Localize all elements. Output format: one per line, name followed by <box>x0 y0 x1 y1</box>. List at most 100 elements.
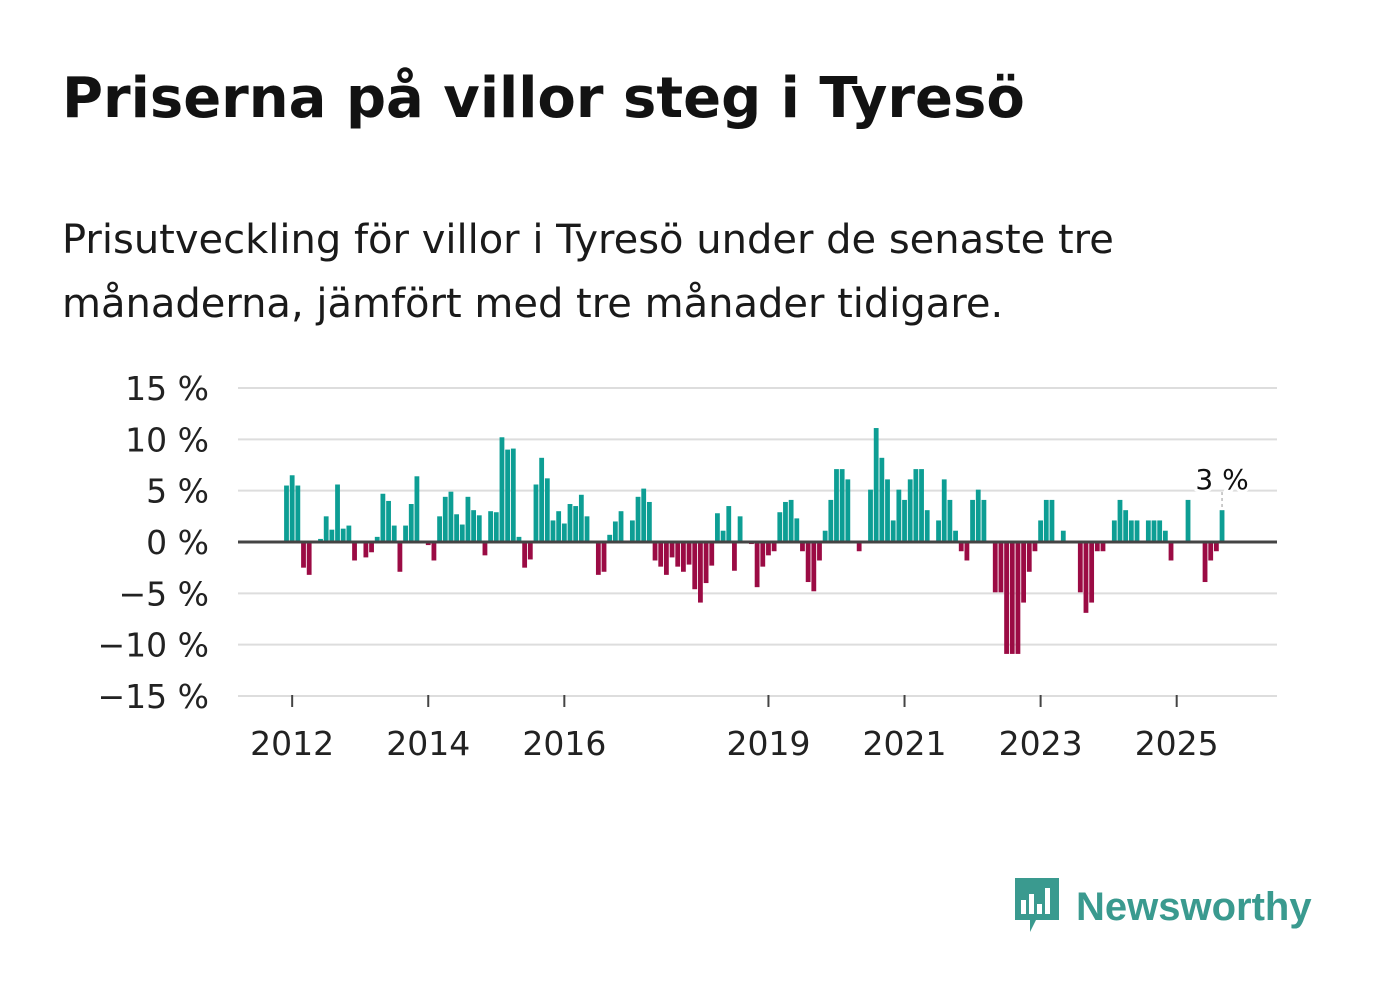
x-tick-label: 2016 <box>522 724 606 763</box>
bar <box>408 504 414 542</box>
bar <box>544 478 550 542</box>
bar <box>941 479 947 542</box>
bar <box>607 534 613 542</box>
bar <box>822 530 828 542</box>
bar <box>788 499 794 542</box>
bar <box>1145 520 1151 542</box>
bar <box>612 521 618 542</box>
bar <box>715 513 720 542</box>
bar <box>953 530 958 542</box>
page-subtitle: Prisutveckling för villor i Tyresö under… <box>62 217 1114 327</box>
bar <box>403 525 408 542</box>
bar <box>301 542 306 568</box>
bar <box>800 542 805 552</box>
bar <box>890 520 896 542</box>
x-tick-label: 2012 <box>250 724 334 763</box>
bar <box>1134 520 1140 542</box>
bar <box>924 510 930 542</box>
bar <box>454 514 459 542</box>
bar <box>805 542 811 583</box>
bar <box>834 469 839 542</box>
bar <box>663 542 669 575</box>
bar <box>1083 542 1089 613</box>
bar <box>329 529 335 542</box>
brand-name: Newsworthy <box>1076 884 1312 929</box>
bar <box>1162 530 1168 542</box>
bar <box>958 542 964 552</box>
bar <box>771 542 777 552</box>
bar <box>1213 542 1219 552</box>
bar <box>284 485 289 542</box>
bar <box>584 516 590 542</box>
bar <box>1026 542 1032 572</box>
bar <box>539 457 545 542</box>
bar <box>414 476 420 542</box>
bar <box>675 542 681 567</box>
bar <box>516 536 522 542</box>
bar <box>1009 542 1015 654</box>
bar <box>1117 499 1123 542</box>
page-title: Priserna på villor steg i Tyresö <box>62 66 1025 131</box>
bar <box>578 494 584 542</box>
bar <box>1100 542 1106 552</box>
bar <box>698 542 703 603</box>
bar <box>1219 510 1225 542</box>
bar <box>488 511 494 542</box>
x-tick-label: 2021 <box>863 724 947 763</box>
bar <box>527 542 533 560</box>
bar <box>902 499 907 542</box>
bar <box>306 542 312 575</box>
bar <box>868 489 873 542</box>
bar <box>669 542 675 558</box>
bar <box>794 518 800 542</box>
bar <box>1089 542 1095 603</box>
bar <box>646 501 652 542</box>
bar <box>397 542 403 572</box>
bar <box>907 479 913 542</box>
bar <box>442 496 448 542</box>
x-tick-label: 2023 <box>999 724 1083 763</box>
bar <box>522 542 528 568</box>
bar <box>1043 499 1049 542</box>
bar <box>811 542 817 592</box>
y-tick-label: 15 % <box>125 369 209 408</box>
bar <box>629 520 635 542</box>
bar <box>839 469 845 542</box>
bar <box>1157 520 1163 542</box>
x-tick-label: 2025 <box>1135 724 1219 763</box>
bar <box>975 489 981 542</box>
bar <box>369 542 374 553</box>
bar <box>1077 542 1083 593</box>
bar <box>777 512 783 542</box>
bar <box>465 496 471 542</box>
x-tick-label: 2014 <box>386 724 470 763</box>
y-tick-label: 0 % <box>146 523 209 562</box>
bar <box>499 437 505 542</box>
bar <box>1123 510 1129 542</box>
bar <box>686 542 692 565</box>
bar <box>346 525 352 542</box>
bar <box>1185 499 1191 542</box>
y-tick-label: −10 % <box>98 626 210 665</box>
y-tick-label: −5 % <box>119 574 210 613</box>
bar <box>352 542 357 561</box>
bar <box>936 520 941 542</box>
bar <box>380 493 386 542</box>
bar <box>459 524 465 542</box>
bar <box>1060 530 1066 542</box>
bar <box>335 484 340 542</box>
bar <box>289 475 295 542</box>
bar <box>556 511 562 542</box>
bar <box>873 428 879 542</box>
bar <box>482 542 488 556</box>
bar <box>1021 542 1026 603</box>
bar <box>766 542 771 556</box>
bar <box>726 506 732 542</box>
bar <box>391 525 397 542</box>
bar <box>737 516 743 542</box>
bar <box>550 520 556 542</box>
bar <box>601 542 607 572</box>
bar <box>510 448 516 542</box>
bar <box>817 542 822 561</box>
bar <box>652 542 658 561</box>
